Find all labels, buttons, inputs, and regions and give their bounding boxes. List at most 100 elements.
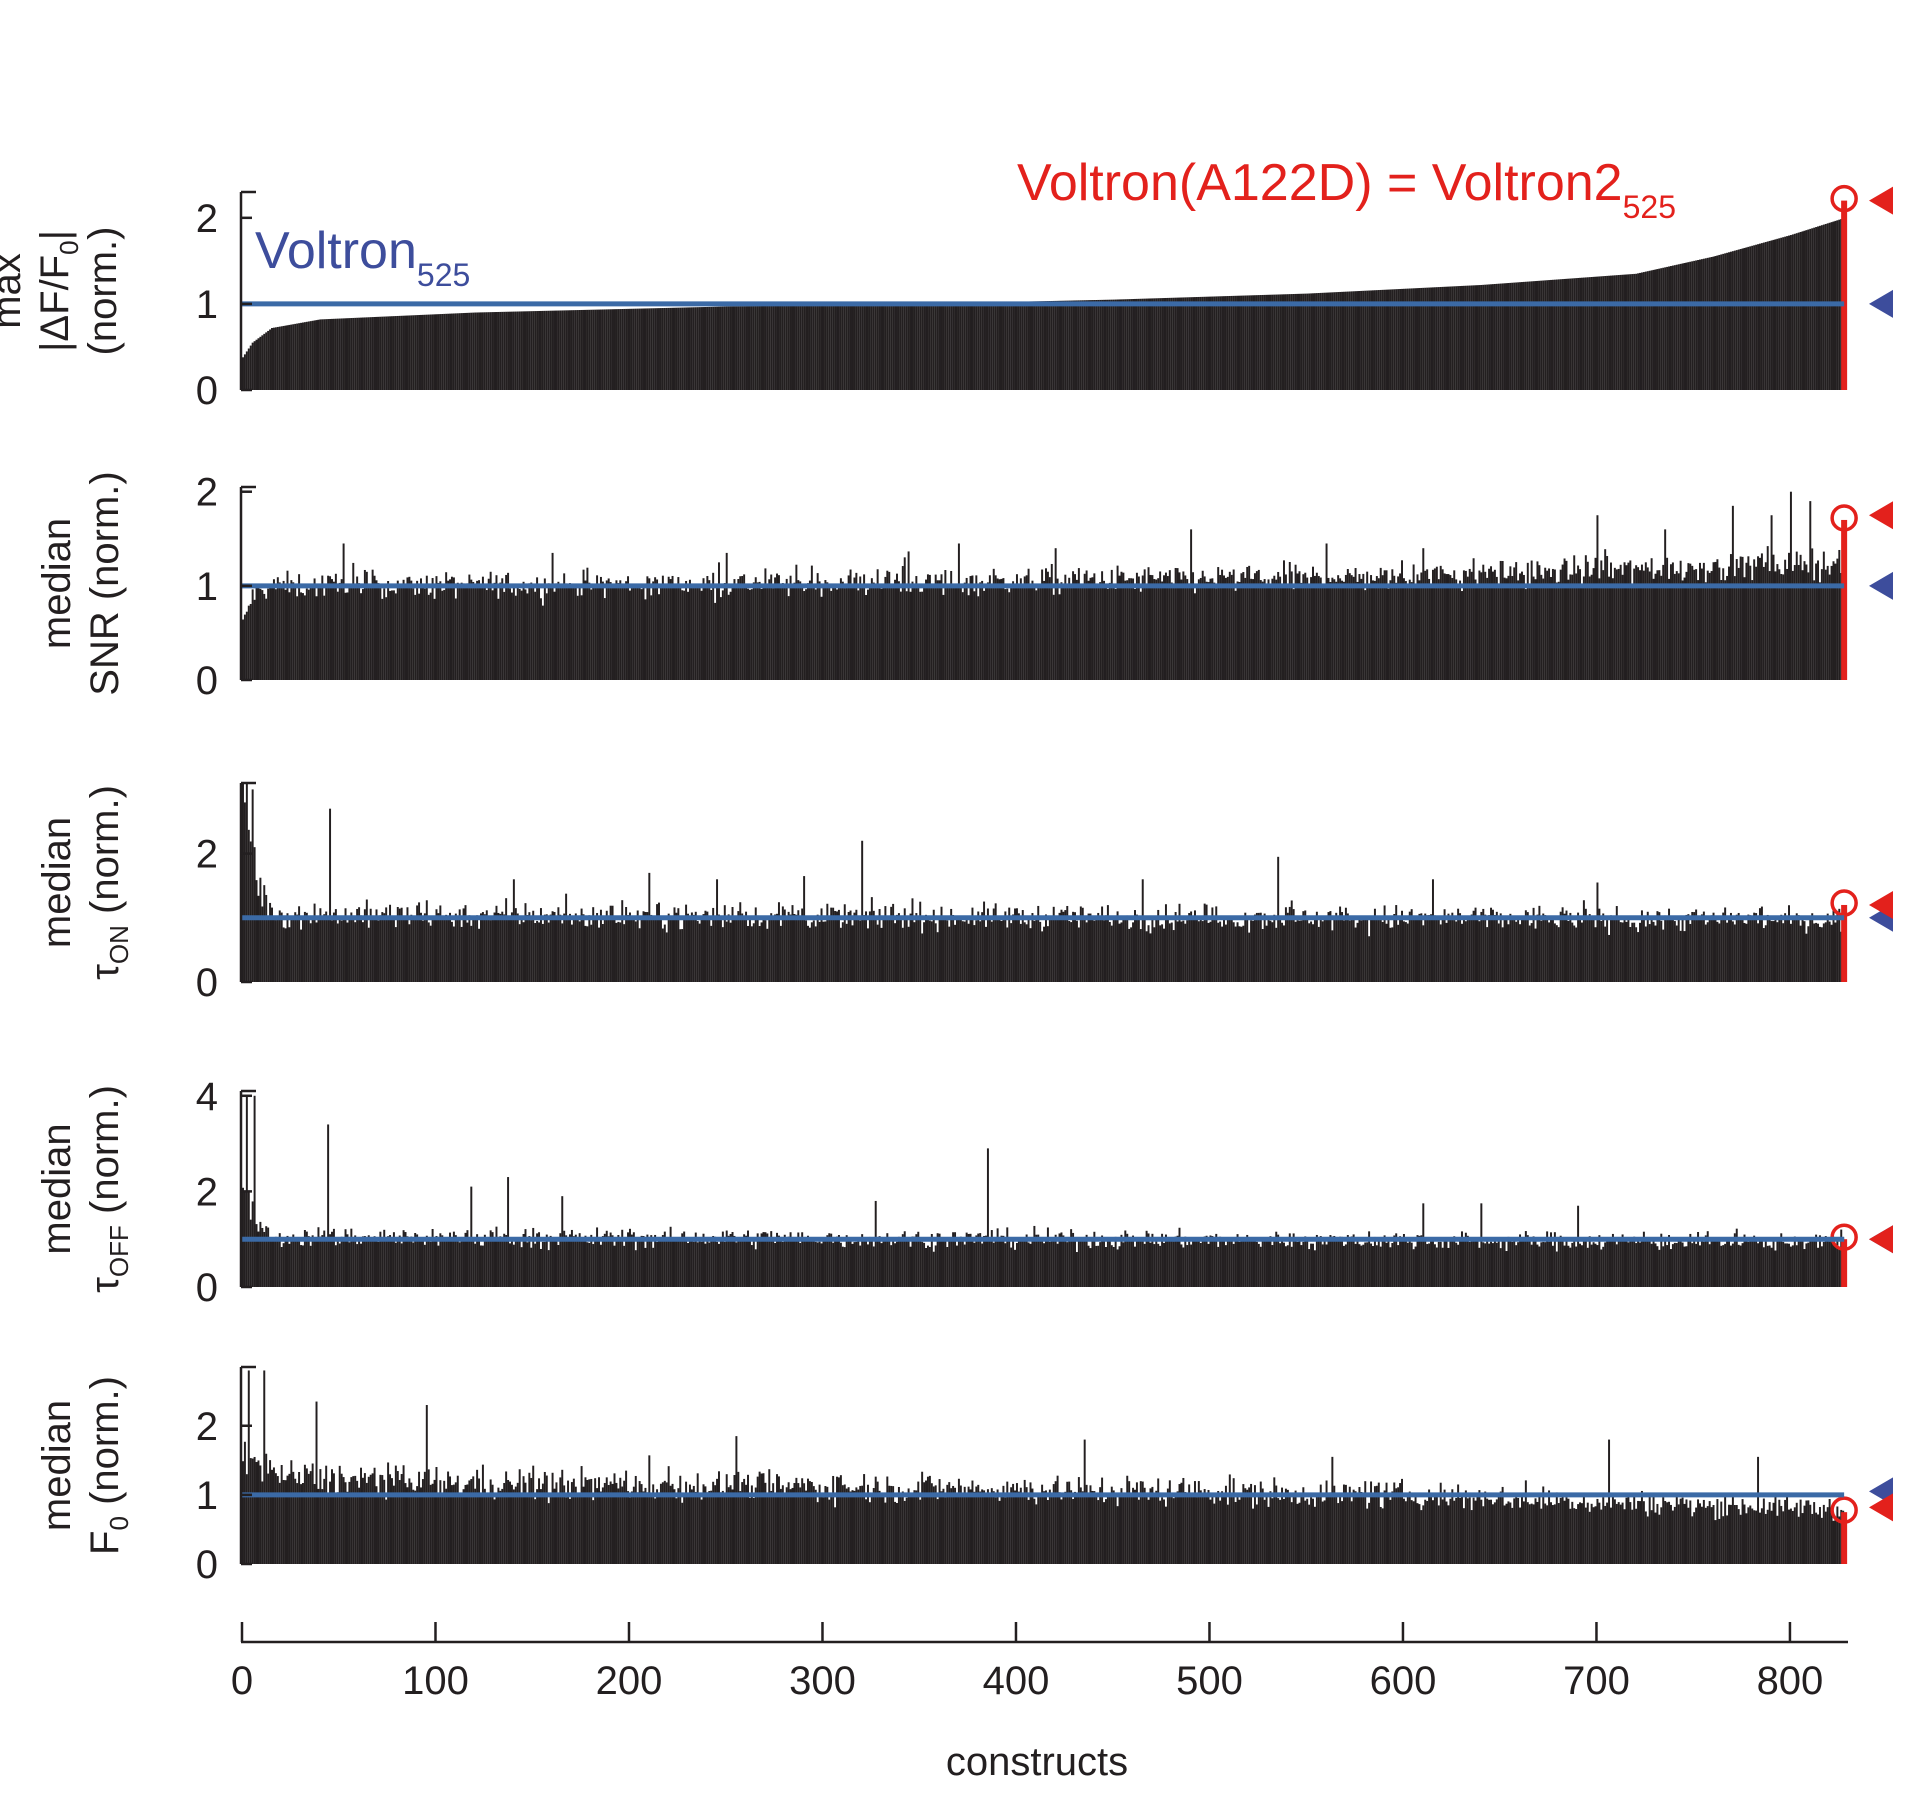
bar	[1265, 587, 1268, 680]
bar	[832, 907, 835, 982]
bar	[1571, 1501, 1574, 1564]
bar	[499, 1490, 502, 1564]
bar	[456, 1237, 459, 1287]
bar	[1658, 912, 1661, 982]
bar	[619, 1477, 622, 1564]
bar	[377, 1493, 380, 1564]
bar	[512, 584, 515, 680]
bar	[783, 1494, 786, 1564]
bar	[795, 914, 798, 982]
bar	[955, 587, 958, 680]
bar	[286, 325, 289, 390]
bar	[872, 304, 875, 390]
bar	[1579, 919, 1582, 982]
bar	[1737, 567, 1740, 680]
bar	[880, 304, 883, 390]
bar	[356, 1480, 359, 1564]
bar	[1199, 296, 1202, 390]
bar	[619, 580, 622, 680]
bar	[727, 1487, 730, 1564]
bar	[491, 1484, 494, 1564]
bar	[385, 1240, 388, 1287]
bar	[470, 1479, 473, 1564]
bar	[1536, 280, 1539, 390]
bar	[1788, 1243, 1790, 1287]
bar	[1410, 909, 1413, 982]
bar	[1344, 291, 1347, 390]
bar	[1344, 1484, 1347, 1564]
bar	[1716, 1241, 1719, 1287]
bar	[1677, 916, 1680, 982]
bar	[443, 1480, 446, 1564]
bar	[592, 309, 595, 390]
bar	[559, 586, 562, 680]
bar	[514, 1486, 517, 1564]
bar	[832, 1475, 835, 1564]
bar	[1718, 923, 1721, 982]
bar	[503, 591, 506, 680]
bar	[1391, 1491, 1394, 1564]
bar	[1439, 1241, 1442, 1287]
bar	[1505, 283, 1508, 390]
bar	[762, 306, 765, 390]
bar	[948, 1239, 951, 1287]
bar	[1219, 296, 1222, 390]
bar	[1762, 566, 1765, 680]
bar	[909, 591, 912, 680]
bar	[381, 316, 384, 390]
bar	[497, 598, 500, 680]
bar	[1404, 288, 1407, 390]
bar	[1637, 567, 1640, 680]
bar	[303, 911, 306, 982]
bar	[1370, 1481, 1373, 1564]
bar	[1793, 1507, 1796, 1564]
bar	[634, 1475, 637, 1564]
bar	[1207, 1489, 1210, 1564]
bar	[1671, 562, 1674, 680]
bar	[965, 1494, 968, 1564]
bar	[1397, 924, 1400, 982]
bar	[659, 584, 662, 680]
bar	[911, 581, 914, 680]
bar	[718, 1243, 720, 1287]
bar	[1267, 294, 1270, 390]
bar	[251, 1458, 254, 1564]
bar	[1130, 1493, 1133, 1564]
bar	[466, 583, 469, 680]
bar	[1764, 242, 1767, 390]
bar	[839, 1475, 842, 1564]
bar	[1141, 575, 1144, 680]
bar	[973, 1242, 976, 1287]
bar	[957, 1478, 960, 1564]
bar	[824, 1237, 827, 1287]
bar	[865, 594, 868, 680]
bar	[327, 916, 330, 982]
bar	[1168, 1240, 1171, 1287]
bar	[551, 310, 554, 390]
bar	[356, 908, 359, 982]
bar	[1273, 575, 1276, 680]
bar	[1015, 1242, 1018, 1287]
bar	[1366, 290, 1369, 390]
bar	[1668, 1235, 1671, 1287]
bar	[580, 1239, 583, 1287]
bar	[272, 1239, 275, 1287]
bar	[1317, 293, 1320, 390]
bar	[1459, 1497, 1462, 1564]
bar	[768, 1469, 771, 1564]
bar	[1517, 580, 1520, 680]
bar	[1393, 289, 1396, 390]
bar	[985, 583, 987, 680]
bar	[979, 1491, 982, 1564]
bar	[570, 310, 573, 390]
bar	[1137, 918, 1140, 982]
bar	[1021, 910, 1024, 982]
bar	[888, 915, 891, 982]
bar	[1006, 588, 1009, 680]
bar	[1501, 927, 1504, 982]
bar	[377, 920, 380, 982]
bar	[1116, 1506, 1119, 1564]
bar	[727, 306, 730, 390]
bar	[1768, 918, 1771, 982]
bar	[828, 915, 831, 982]
